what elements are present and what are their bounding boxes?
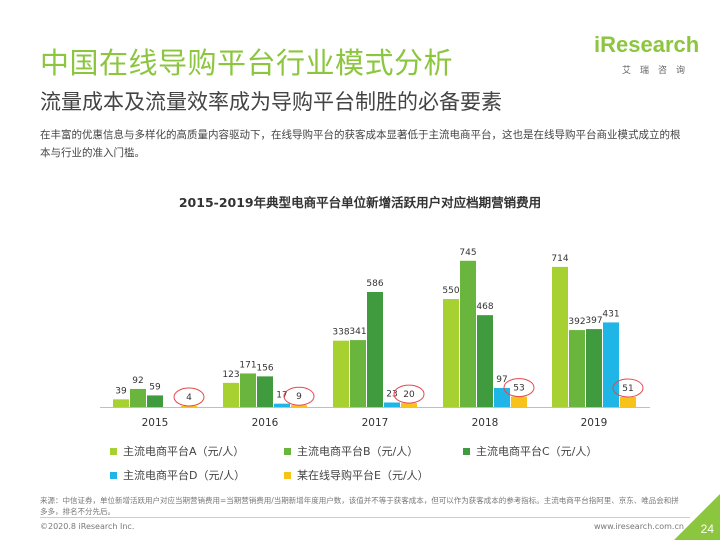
legend-item-series-5: 某在线导购平台E（元/人）	[284, 467, 429, 483]
bar-series-1-2018	[443, 299, 459, 407]
legend-label: 主流电商平台D（元/人）	[123, 469, 246, 482]
bar-series-1-2015	[113, 399, 129, 407]
x-tick-label-2017: 2017	[362, 417, 389, 429]
data-label-series-4-2016: 17	[276, 391, 287, 401]
legend-item-series-4: 主流电商平台D（元/人）	[110, 467, 245, 483]
legend-label: 主流电商平台B（元/人）	[297, 445, 419, 458]
data-label-series-4-2018: 97	[496, 375, 507, 385]
iresearch-logo: iResearch 艾瑞咨询	[594, 32, 699, 82]
bar-series-1-2017	[333, 340, 349, 407]
chart-title: 2015-2019年典型电商平台单位新增活跃用户对应档期营销费用	[178, 195, 542, 210]
data-label-series-5-2019: 51	[622, 384, 633, 394]
legend-item-series-1: 主流电商平台A（元/人）	[110, 443, 244, 459]
bar-series-4-2019	[603, 322, 619, 407]
bar-series-2-2018	[460, 260, 476, 407]
data-label-series-2-2018: 745	[459, 248, 476, 258]
highlight-circle-2017	[393, 384, 425, 404]
data-label-series-1-2015: 39	[115, 386, 127, 396]
page-number: 24	[700, 522, 714, 536]
data-label-series-2-2017: 341	[349, 327, 366, 337]
bar-series-2-2015	[130, 388, 146, 407]
page-corner-triangle	[674, 494, 720, 540]
legend-swatch	[463, 447, 470, 455]
page-title: 中国在线导购平台行业模式分析	[40, 46, 454, 80]
data-label-series-1-2018: 550	[442, 286, 459, 296]
bar-series-5-2017	[401, 403, 417, 407]
footer-divider	[40, 517, 690, 518]
highlight-circle-2019	[612, 378, 644, 398]
logo-subtitle: 艾瑞咨询	[622, 66, 695, 76]
highlight-circle-2018	[503, 378, 535, 398]
description-text: 在丰富的优惠信息与多样化的高质量内容驱动下，在线导购平台的获客成本显著低于主流电…	[40, 129, 681, 159]
bar-series-5-2019	[620, 396, 636, 407]
legend-swatch	[284, 447, 291, 455]
bar-series-3-2017	[367, 291, 383, 407]
legend-label: 主流电商平台C（元/人）	[476, 445, 598, 458]
data-label-series-1-2016: 123	[222, 370, 239, 380]
bar-series-1-2019	[552, 266, 568, 407]
data-label-series-1-2017: 338	[332, 328, 349, 338]
data-label-series-5-2016: 9	[296, 392, 302, 402]
legend-item-series-2: 主流电商平台B（元/人）	[284, 443, 418, 459]
data-label-series-5-2015: 4	[186, 393, 192, 403]
bar-series-1-2016	[223, 382, 239, 407]
x-tick-label-2016: 2016	[252, 417, 279, 429]
legend-label: 某在线导购平台E（元/人）	[297, 469, 429, 482]
footer-website: www.iresearch.com.cn	[594, 522, 684, 531]
legend-swatch	[110, 471, 117, 479]
data-label-series-3-2019: 397	[585, 316, 602, 326]
data-label-series-2-2015: 92	[132, 376, 143, 386]
source-note: 来源：中信证券，单位新增活跃用户对应当期营销费用=当期营销费用/当期新增年度用户…	[40, 496, 679, 516]
x-tick-label-2019: 2019	[581, 417, 608, 429]
legend-swatch	[284, 471, 291, 479]
bar-series-4-2018	[494, 387, 510, 407]
bar-series-4-2017	[384, 402, 400, 407]
data-label-series-2-2019: 392	[568, 317, 585, 327]
legend-item-series-3: 主流电商平台C（元/人）	[463, 443, 597, 459]
legend-swatch	[110, 447, 117, 455]
data-label-series-3-2015: 59	[149, 382, 161, 392]
footer-copyright: ©2020.8 iResearch Inc.	[40, 522, 135, 531]
highlight-circle-2015	[173, 387, 205, 407]
data-label-series-4-2019: 431	[602, 309, 619, 319]
bar-series-2-2016	[240, 373, 256, 407]
data-label-series-1-2019: 714	[551, 254, 568, 264]
data-label-series-3-2016: 156	[256, 363, 273, 373]
page-subtitle: 流量成本及流量效率成为导购平台制胜的必备要素	[40, 90, 502, 114]
bar-series-4-2016	[274, 403, 290, 407]
data-label-series-4-2017: 23	[386, 389, 397, 399]
bar-series-5-2018	[511, 396, 527, 407]
data-label-series-3-2018: 468	[476, 302, 493, 312]
x-tick-label-2015: 2015	[142, 417, 169, 429]
bar-series-2-2017	[350, 340, 366, 407]
logo-wordmark: iResearch	[594, 32, 700, 57]
highlight-circle-2016	[283, 386, 315, 406]
bar-series-3-2015	[147, 395, 163, 407]
bar-series-3-2016	[257, 376, 273, 407]
data-label-series-5-2018: 53	[513, 384, 524, 394]
data-label-series-2-2016: 171	[239, 360, 256, 370]
bar-series-3-2019	[586, 329, 602, 407]
data-label-series-5-2017: 20	[403, 390, 415, 400]
bar-series-3-2018	[477, 315, 493, 407]
x-tick-label-2018: 2018	[472, 417, 499, 429]
legend-label: 主流电商平台A（元/人）	[123, 445, 245, 458]
bar-series-5-2016	[291, 405, 307, 407]
bar-series-2-2019	[569, 330, 585, 407]
data-label-series-3-2017: 586	[366, 279, 383, 289]
